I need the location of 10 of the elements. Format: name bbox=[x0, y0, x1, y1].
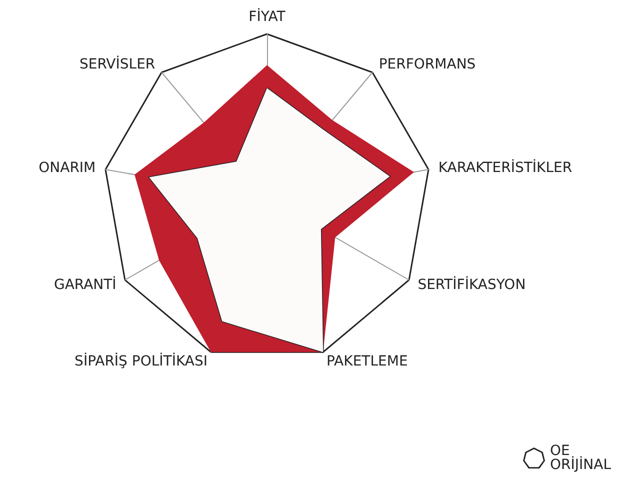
legend-label: OE ORİJİNAL bbox=[550, 443, 612, 473]
spoke-label: KARAKTERİSTİKLER bbox=[438, 158, 572, 176]
spoke-label: SİPARİŞ POLİTİKASI bbox=[74, 352, 208, 370]
spoke-label: GARANTİ bbox=[54, 276, 116, 293]
spoke-label: PAKETLEME bbox=[326, 354, 408, 370]
spoke-label: SERTİFİKASYON bbox=[418, 276, 526, 293]
spoke-label: FİYAT bbox=[248, 8, 286, 25]
spoke-label: ONARIM bbox=[38, 160, 96, 176]
spoke-label: SERVİSLER bbox=[79, 56, 156, 73]
spoke-label: PERFORMANS bbox=[378, 56, 476, 73]
